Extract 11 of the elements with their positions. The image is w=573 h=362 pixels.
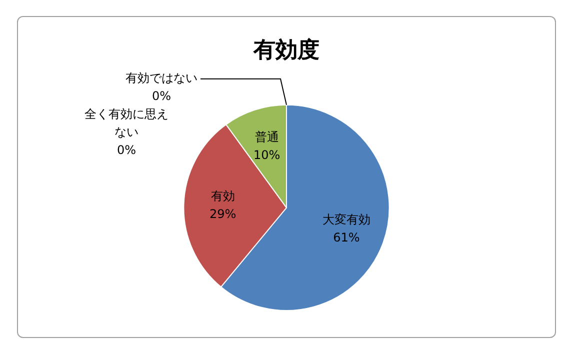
slice-label: 大変有効 [322, 212, 370, 226]
data-label: 29% [209, 206, 236, 221]
text: 0% [116, 143, 136, 158]
category-label: 全く有効に思えない [84, 107, 168, 140]
slice-label: 普通 [254, 130, 279, 144]
data-label: 10% [253, 148, 280, 162]
text: 0% [152, 89, 172, 104]
chart-title: 有効度 [252, 36, 320, 63]
data-label: 61% [333, 230, 360, 244]
category-label: 有効ではない [126, 71, 198, 86]
slice-label: 有効 [210, 188, 235, 203]
